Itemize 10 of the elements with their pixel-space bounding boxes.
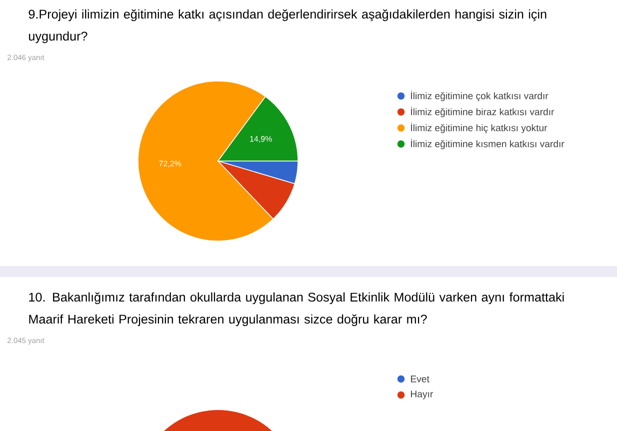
legend-label: İlimiz eğitimine kısmen katkısı vardır (411, 138, 564, 150)
legend-label: İlimiz eğitimine çok katkısı vardır (411, 90, 548, 102)
category-label: Evet (410, 376, 430, 382)
data-label: 72,2% (159, 160, 182, 168)
legend-label: İlimiz eğitimine biraz katkısı vardır (411, 106, 554, 118)
chart-title: 9.Projeyi ilimizin eğitimine katkı açısından değerlendirirsek aşağıdakilerden hangisi sizin için uygundur? (28, 9, 546, 44)
data-label: 14,9% (250, 136, 272, 143)
legend-label: İlimiz eğitimine hiç katkısı yoktur (411, 122, 548, 134)
text: 10. Bakanlığımız tarafından okullarda uygulanan Sosyal Etkinlik Modülü varken aynı formattaki Maarif Hareketi Projesinin tekraren uygulanması sizce doğru karar mı? (29, 292, 564, 326)
category-label: Hayır (410, 390, 433, 400)
